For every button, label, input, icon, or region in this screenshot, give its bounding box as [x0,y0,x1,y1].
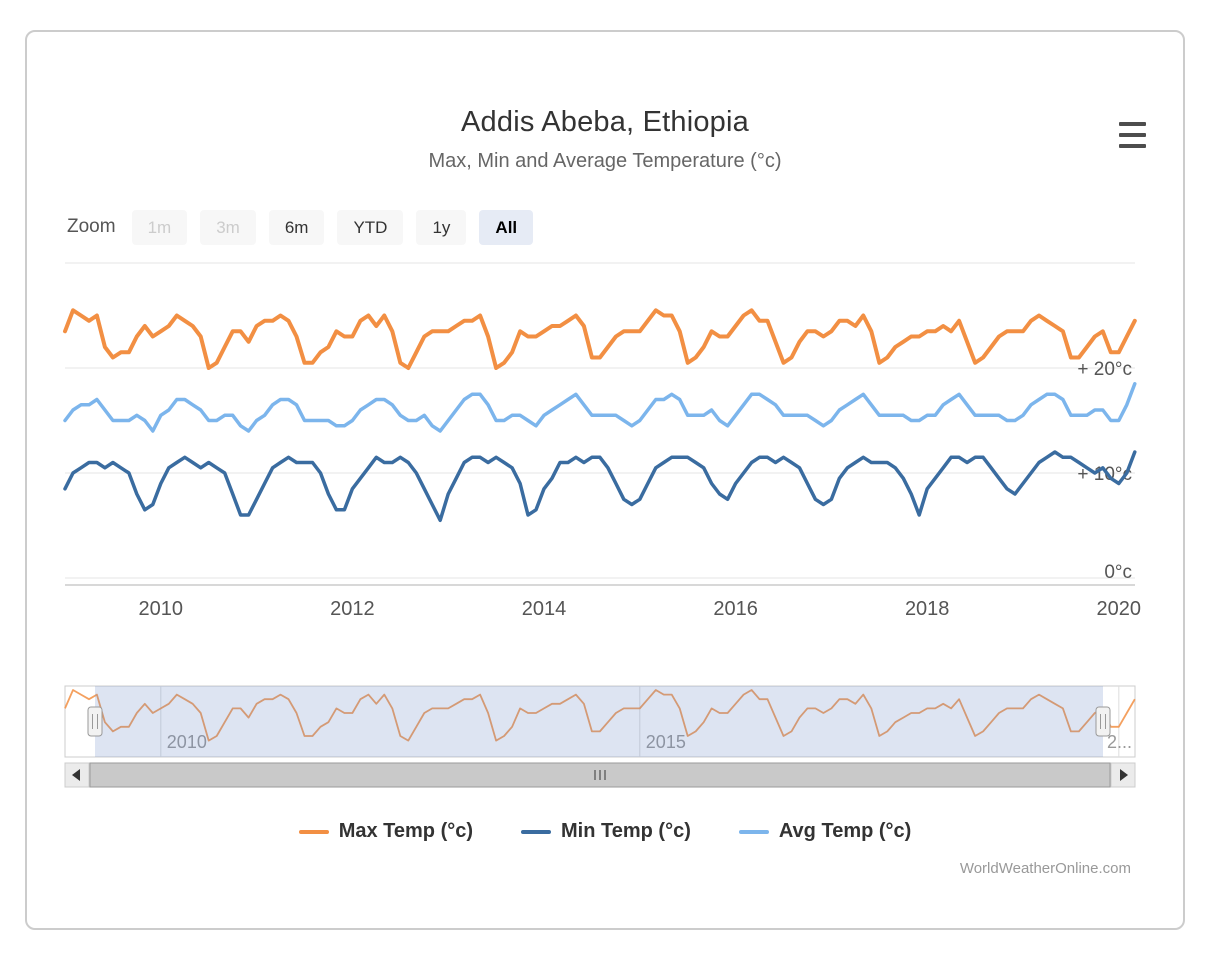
zoom-button-1m[interactable]: 1m [131,209,188,245]
hamburger-icon [1119,144,1146,148]
x-axis-label: 2010 [139,598,184,620]
scrollbar-right-arrow[interactable] [1110,762,1136,788]
hamburger-icon [1119,133,1146,137]
chart-subtitle: Max, Min and Average Temperature (°c) [428,150,782,172]
context-menu-button[interactable] [1119,120,1149,150]
plot-area[interactable] [65,295,1135,586]
legend-item-max-temp[interactable]: Max Temp (°c) [298,820,474,843]
x-axis-label: 2018 [905,598,950,620]
right-arrow-icon [1120,769,1128,781]
credit-link[interactable]: WorldWeatherOnline.com [959,860,1131,877]
legend-swatch-max-temp [298,829,329,834]
range-selector: Zoom 1m 3m 6m YTD 1y All [67,208,534,246]
navigator-mask[interactable] [95,686,1103,757]
scrollbar-thumb[interactable] [89,762,1111,788]
x-axis-label: 2020 [1097,598,1142,620]
legend-item-min-temp[interactable]: Min Temp (°c) [521,820,691,843]
zoom-label: Zoom [67,216,116,237]
zoom-button-ytd[interactable]: YTD [337,209,404,245]
hamburger-icon [1119,122,1146,126]
legend-item-avg-temp[interactable]: Avg Temp (°c) [738,820,912,843]
x-axis-label: 2014 [522,598,567,620]
zoom-button-6m[interactable]: 6m [268,209,325,245]
x-axis-label: 2012 [330,598,375,620]
scrollbar-left-arrow[interactable] [64,762,90,788]
zoom-button-3m[interactable]: 3m [200,209,256,245]
navigator-handle-left[interactable] [87,706,103,737]
legend-swatch-avg-temp [738,829,769,834]
legend: Max Temp (°c) Min Temp (°c) Avg Temp (°c… [27,820,1183,843]
legend-label-avg-temp: Avg Temp (°c) [778,820,912,842]
zoom-button-all[interactable]: All [479,209,534,245]
navigator-handle-right[interactable] [1095,706,1111,737]
navigator-axis-label: 2... [1107,732,1132,752]
chart-card: 0°c+ 10°c+ 20°c2010201220142016201820202… [25,30,1185,930]
zoom-button-1y[interactable]: 1y [416,209,467,245]
chart-title: Addis Abeba, Ethiopia [461,106,749,138]
legend-swatch-min-temp [521,829,552,834]
legend-label-min-temp: Min Temp (°c) [561,820,691,842]
x-axis-label: 2016 [713,598,758,620]
left-arrow-icon [72,769,80,781]
legend-label-max-temp: Max Temp (°c) [338,820,474,842]
